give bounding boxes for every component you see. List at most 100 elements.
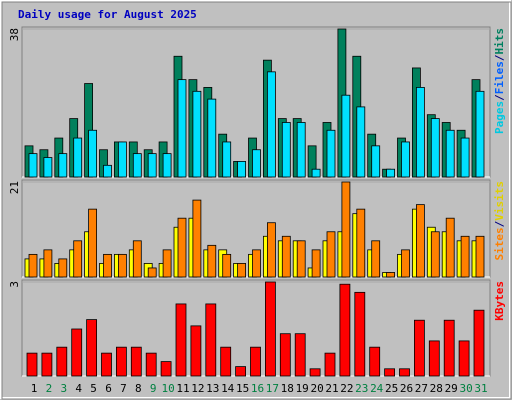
bar	[235, 366, 247, 377]
bar	[339, 283, 351, 377]
bar	[192, 90, 202, 178]
x-tick-label: 7	[120, 382, 127, 395]
bar	[162, 153, 172, 178]
bar	[341, 94, 351, 178]
chart-title: Daily usage for August 2025	[18, 8, 197, 21]
bar	[147, 153, 157, 178]
bar	[281, 235, 291, 278]
bar	[281, 122, 291, 178]
side-label-part: KBytes	[493, 281, 506, 321]
bar	[207, 244, 217, 278]
bar	[326, 129, 336, 178]
bar	[88, 208, 97, 278]
bar	[460, 137, 470, 178]
x-tick-label: 10	[161, 382, 174, 395]
bar	[160, 361, 172, 377]
side-label-part: Files	[493, 61, 506, 94]
bar	[162, 249, 172, 278]
bar	[26, 352, 38, 377]
x-tick-label: 15	[236, 382, 249, 395]
y-tick-label: 3	[8, 281, 21, 288]
side-label: Pages/Files/Hits	[493, 28, 506, 134]
bar	[73, 137, 83, 178]
bar	[401, 249, 410, 278]
x-tick-label: 30	[459, 382, 472, 395]
x-tick-label: 9	[150, 382, 157, 395]
bar	[266, 71, 276, 178]
x-tick-label: 24	[370, 382, 384, 395]
bar	[399, 368, 410, 377]
x-tick-label: 13	[206, 382, 219, 395]
bar	[473, 309, 485, 377]
bar	[311, 168, 321, 178]
bar	[341, 181, 351, 278]
bar	[371, 145, 381, 178]
bar	[460, 235, 470, 278]
bar	[371, 240, 381, 278]
bar	[250, 346, 261, 377]
bar	[207, 98, 217, 178]
bar	[475, 235, 485, 278]
bar	[205, 303, 217, 377]
bar	[475, 90, 485, 178]
side-label: KBytes	[493, 281, 506, 321]
bar	[386, 272, 396, 278]
bar	[458, 340, 470, 377]
y-tick-label: 38	[8, 28, 21, 41]
x-tick-label: 8	[135, 382, 142, 395]
side-label-part: Visits	[493, 181, 506, 221]
side-label-part: Pages	[493, 101, 506, 134]
x-tick-label: 4	[75, 382, 82, 395]
bar	[103, 164, 112, 178]
x-tick-label: 3	[60, 382, 67, 395]
bar	[56, 346, 68, 377]
bar	[147, 267, 157, 278]
bar	[430, 118, 440, 178]
bar	[326, 231, 336, 278]
bar	[192, 199, 202, 278]
bar	[73, 240, 83, 278]
x-tick-label: 23	[355, 382, 368, 395]
bar	[132, 240, 142, 278]
bar	[413, 319, 425, 377]
bar	[71, 328, 83, 377]
bar	[237, 161, 247, 178]
bar	[296, 122, 306, 178]
bar	[445, 217, 455, 278]
bar	[220, 346, 232, 377]
bar	[118, 141, 127, 178]
bar	[279, 333, 291, 377]
x-tick-label: 18	[281, 382, 294, 395]
bar	[222, 141, 232, 178]
bar	[116, 346, 127, 377]
bar	[386, 168, 396, 178]
x-tick-label: 12	[191, 382, 204, 395]
bar	[175, 303, 187, 377]
bar	[354, 291, 366, 377]
side-label-part: /	[493, 220, 506, 227]
side-label-part: /	[493, 94, 506, 101]
side-label: Sites/Visits	[493, 181, 506, 261]
bar	[177, 79, 187, 178]
bar	[445, 129, 455, 178]
x-tick-label: 27	[415, 382, 428, 395]
x-tick-label: 21	[325, 382, 338, 395]
x-tick-label: 19	[296, 382, 309, 395]
bar	[43, 157, 53, 178]
bar	[145, 352, 157, 377]
bar	[356, 106, 366, 178]
bar	[415, 87, 425, 178]
bar	[43, 249, 53, 278]
x-tick-label: 6	[105, 382, 112, 395]
bar	[130, 346, 142, 377]
bar	[132, 153, 142, 178]
bar	[324, 352, 336, 377]
bar	[86, 319, 97, 377]
bar	[294, 333, 306, 377]
x-tick-label: 5	[90, 382, 97, 395]
bar	[41, 352, 53, 377]
bar	[384, 368, 396, 377]
